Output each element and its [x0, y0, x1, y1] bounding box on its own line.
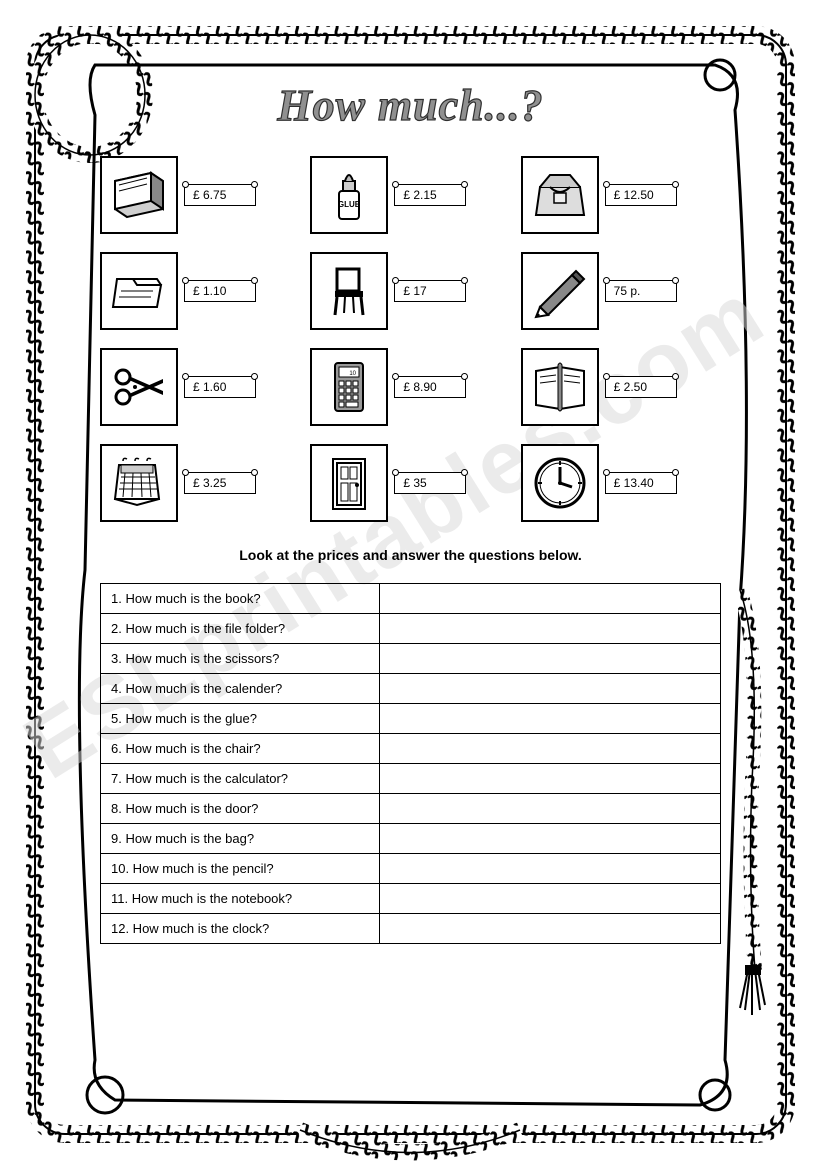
question-row: 10. How much is the pencil?: [101, 854, 721, 884]
price-notebook: £ 2.50: [605, 376, 677, 398]
glue-icon: GLUE: [310, 156, 388, 234]
question-cell: 9. How much is the bag?: [101, 824, 380, 854]
question-row: 8. How much is the door?: [101, 794, 721, 824]
item-door: £ 35: [310, 444, 510, 522]
item-scissors: £ 1.60: [100, 348, 300, 426]
answer-cell[interactable]: [380, 614, 721, 644]
question-cell: 3. How much is the scissors?: [101, 644, 380, 674]
instruction-text: Look at the prices and answer the questi…: [100, 547, 721, 563]
svg-text:GLUE: GLUE: [338, 200, 361, 209]
question-cell: 8. How much is the door?: [101, 794, 380, 824]
answer-cell[interactable]: [380, 764, 721, 794]
item-notebook: £ 2.50: [521, 348, 721, 426]
scissors-icon: [100, 348, 178, 426]
question-row: 5. How much is the glue?: [101, 704, 721, 734]
price-folder: £ 1.10: [184, 280, 256, 302]
door-icon: [310, 444, 388, 522]
price-calendar: £ 3.25: [184, 472, 256, 494]
price-calculator: £ 8.90: [394, 376, 466, 398]
folder-icon: [100, 252, 178, 330]
item-pencil: 75 p.: [521, 252, 721, 330]
question-cell: 1. How much is the book?: [101, 584, 380, 614]
price-clock: £ 13.40: [605, 472, 677, 494]
pencil-icon: [521, 252, 599, 330]
clock-icon: [521, 444, 599, 522]
question-cell: 6. How much is the chair?: [101, 734, 380, 764]
item-calculator: 10 £ 8.90: [310, 348, 510, 426]
item-clock: £ 13.40: [521, 444, 721, 522]
item-calendar: £ 3.25: [100, 444, 300, 522]
question-row: 9. How much is the bag?: [101, 824, 721, 854]
question-cell: 12. How much is the clock?: [101, 914, 380, 944]
answer-cell[interactable]: [380, 704, 721, 734]
answer-cell[interactable]: [380, 674, 721, 704]
price-bag: £ 12.50: [605, 184, 677, 206]
answer-cell[interactable]: [380, 584, 721, 614]
calculator-icon: 10: [310, 348, 388, 426]
price-book: £ 6.75: [184, 184, 256, 206]
item-folder: £ 1.10: [100, 252, 300, 330]
price-pencil: 75 p.: [605, 280, 677, 302]
item-bag: £ 12.50: [521, 156, 721, 234]
item-glue: GLUE £ 2.15: [310, 156, 510, 234]
question-row: 4. How much is the calender?: [101, 674, 721, 704]
question-cell: 7. How much is the calculator?: [101, 764, 380, 794]
answer-cell[interactable]: [380, 734, 721, 764]
answer-cell[interactable]: [380, 914, 721, 944]
bag-icon: [521, 156, 599, 234]
book-icon: [100, 156, 178, 234]
notebook-icon: [521, 348, 599, 426]
question-cell: 4. How much is the calender?: [101, 674, 380, 704]
answer-cell[interactable]: [380, 824, 721, 854]
answer-cell[interactable]: [380, 854, 721, 884]
question-row: 7. How much is the calculator?: [101, 764, 721, 794]
item-chair: £ 17: [310, 252, 510, 330]
answer-cell[interactable]: [380, 644, 721, 674]
price-door: £ 35: [394, 472, 466, 494]
question-cell: 11. How much is the notebook?: [101, 884, 380, 914]
question-row: 12. How much is the clock?: [101, 914, 721, 944]
question-row: 11. How much is the notebook?: [101, 884, 721, 914]
question-row: 3. How much is the scissors?: [101, 644, 721, 674]
items-grid: £ 6.75 GLUE £ 2.15 £ 12.50 £ 1.10: [100, 156, 721, 522]
question-row: 6. How much is the chair?: [101, 734, 721, 764]
worksheet-title: How much...?: [100, 80, 721, 131]
chair-icon: [310, 252, 388, 330]
price-chair: £ 17: [394, 280, 466, 302]
calendar-icon: [100, 444, 178, 522]
questions-table: 1. How much is the book?2. How much is t…: [100, 583, 721, 944]
question-cell: 2. How much is the file folder?: [101, 614, 380, 644]
price-scissors: £ 1.60: [184, 376, 256, 398]
question-row: 1. How much is the book?: [101, 584, 721, 614]
answer-cell[interactable]: [380, 884, 721, 914]
price-glue: £ 2.15: [394, 184, 466, 206]
question-cell: 10. How much is the pencil?: [101, 854, 380, 884]
question-row: 2. How much is the file folder?: [101, 614, 721, 644]
item-book: £ 6.75: [100, 156, 300, 234]
answer-cell[interactable]: [380, 794, 721, 824]
svg-text:10: 10: [350, 371, 357, 377]
question-cell: 5. How much is the glue?: [101, 704, 380, 734]
